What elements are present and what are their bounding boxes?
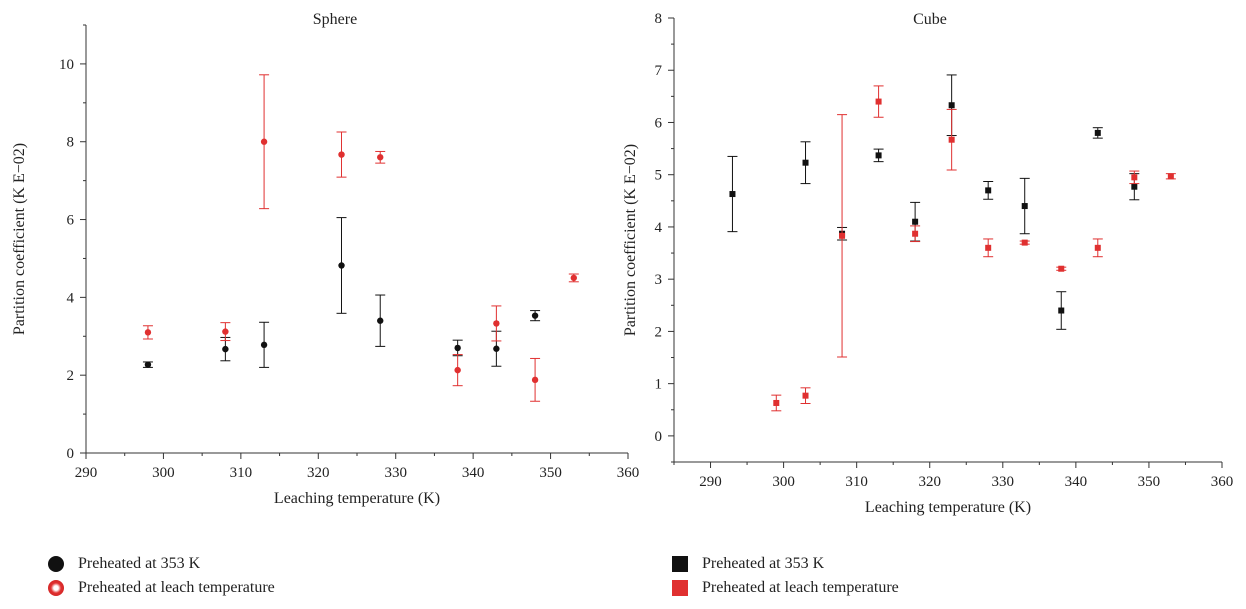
x-tick-label: 300 — [772, 474, 795, 490]
legend-item-preheated-leach: Preheated at leach temperature — [48, 576, 275, 600]
x-axis-title: Leaching temperature (K) — [865, 499, 1031, 516]
legend-label: Preheated at leach temperature — [702, 579, 899, 596]
y-tick-label: 6 — [655, 115, 663, 131]
data-point — [729, 191, 736, 198]
data-point — [1167, 173, 1174, 180]
data-point — [531, 376, 539, 384]
y-axis-title: Partition coefficient (K E−02) — [622, 144, 639, 336]
sphere-chart: 290 300 310 320 330 340 350 360 0 2 4 6 8 10 Sphere Lea… — [11, 11, 639, 507]
chart-title: Sphere — [313, 11, 357, 28]
sphere-legend: Preheated at 353 K Preheated at leach te… — [48, 552, 275, 600]
x-tick-label: 330 — [992, 474, 1015, 490]
x-tick-label: 330 — [384, 465, 407, 481]
data-point — [493, 320, 500, 327]
data-point — [144, 361, 152, 368]
y-axis-title: Partition coefficient (K E−02) — [11, 143, 28, 335]
x-tick-label: 350 — [539, 465, 562, 481]
data-point — [802, 159, 809, 166]
x-tick-label: 290 — [699, 474, 722, 490]
data-point — [875, 152, 882, 159]
x-tick-label: 300 — [152, 465, 175, 481]
data-point — [912, 218, 919, 225]
data-point — [912, 230, 919, 237]
data-point — [493, 345, 500, 352]
data-point — [222, 345, 229, 353]
legend-label: Preheated at 353 K — [702, 555, 825, 572]
black-circle-marker-icon — [48, 556, 64, 572]
cube-chart: 290 300 310 320 330 340 350 360 0 1 2 3 4 5 6 7 8 Cube Lea… — [622, 11, 1233, 516]
x-tick-label: 310 — [230, 465, 253, 481]
y-tick-label: 8 — [67, 135, 75, 151]
series-group — [142, 217, 541, 368]
y-tick-label: 2 — [655, 324, 663, 340]
data-point — [985, 187, 992, 194]
y-tick-label: 4 — [655, 220, 663, 236]
data-point — [338, 151, 345, 158]
data-point — [1094, 244, 1101, 251]
x-tick-label: 310 — [845, 474, 868, 490]
series-group — [142, 74, 579, 402]
data-point — [1021, 239, 1028, 246]
legend-item-preheated-353k: Preheated at 353 K — [672, 552, 899, 576]
data-point — [454, 366, 461, 374]
data-point — [222, 328, 229, 335]
data-point — [875, 98, 882, 105]
y-tick-label: 6 — [67, 213, 75, 229]
x-tick-label: 360 — [617, 465, 640, 481]
data-point — [377, 154, 384, 161]
x-tick-label: 290 — [75, 465, 98, 481]
data-point — [377, 317, 384, 324]
red-square-marker-icon — [672, 580, 688, 596]
data-point — [948, 102, 955, 109]
y-tick-label: 4 — [67, 290, 75, 306]
chart-title: Cube — [913, 11, 947, 28]
data-point — [260, 341, 268, 349]
data-point — [1058, 265, 1065, 272]
data-point — [570, 274, 577, 282]
data-point — [802, 392, 809, 399]
y-tick-label: 1 — [655, 377, 663, 393]
legend-label: Preheated at leach temperature — [78, 579, 275, 596]
y-tick-label: 0 — [655, 429, 663, 445]
x-tick-label: 320 — [307, 465, 330, 481]
x-tick-label: 340 — [1065, 474, 1088, 490]
legend-label: Preheated at 353 K — [78, 555, 201, 572]
data-point — [1094, 129, 1101, 136]
data-point — [948, 136, 955, 143]
data-point — [338, 262, 345, 269]
y-tick-label: 5 — [655, 168, 663, 184]
data-point — [531, 312, 539, 319]
black-square-marker-icon — [672, 556, 688, 572]
data-point — [839, 232, 846, 239]
data-point — [1131, 174, 1138, 181]
data-point — [985, 244, 992, 251]
y-tick-label: 10 — [59, 57, 74, 73]
data-point — [454, 344, 461, 352]
y-tick-label: 2 — [67, 368, 75, 384]
data-point — [260, 138, 268, 145]
legend-item-preheated-leach: Preheated at leach temperature — [672, 576, 899, 600]
x-tick-label: 350 — [1138, 474, 1161, 490]
y-tick-label: 3 — [655, 272, 663, 288]
red-circle-marker-icon — [48, 580, 64, 596]
x-axis-title: Leaching temperature (K) — [274, 490, 440, 507]
legend-item-preheated-353k: Preheated at 353 K — [48, 552, 275, 576]
cube-legend: Preheated at 353 K Preheated at leach te… — [672, 552, 899, 600]
x-tick-label: 320 — [918, 474, 941, 490]
y-tick-label: 0 — [67, 446, 75, 462]
data-point — [773, 399, 780, 406]
y-tick-label: 7 — [655, 63, 663, 79]
data-point — [1021, 203, 1028, 210]
data-point — [1131, 183, 1138, 190]
data-point — [1058, 307, 1065, 314]
y-tick-label: 8 — [655, 11, 663, 27]
data-point — [144, 329, 152, 336]
series-group — [771, 85, 1176, 412]
x-tick-label: 360 — [1211, 474, 1234, 490]
x-tick-label: 340 — [462, 465, 485, 481]
series-group — [727, 74, 1140, 330]
